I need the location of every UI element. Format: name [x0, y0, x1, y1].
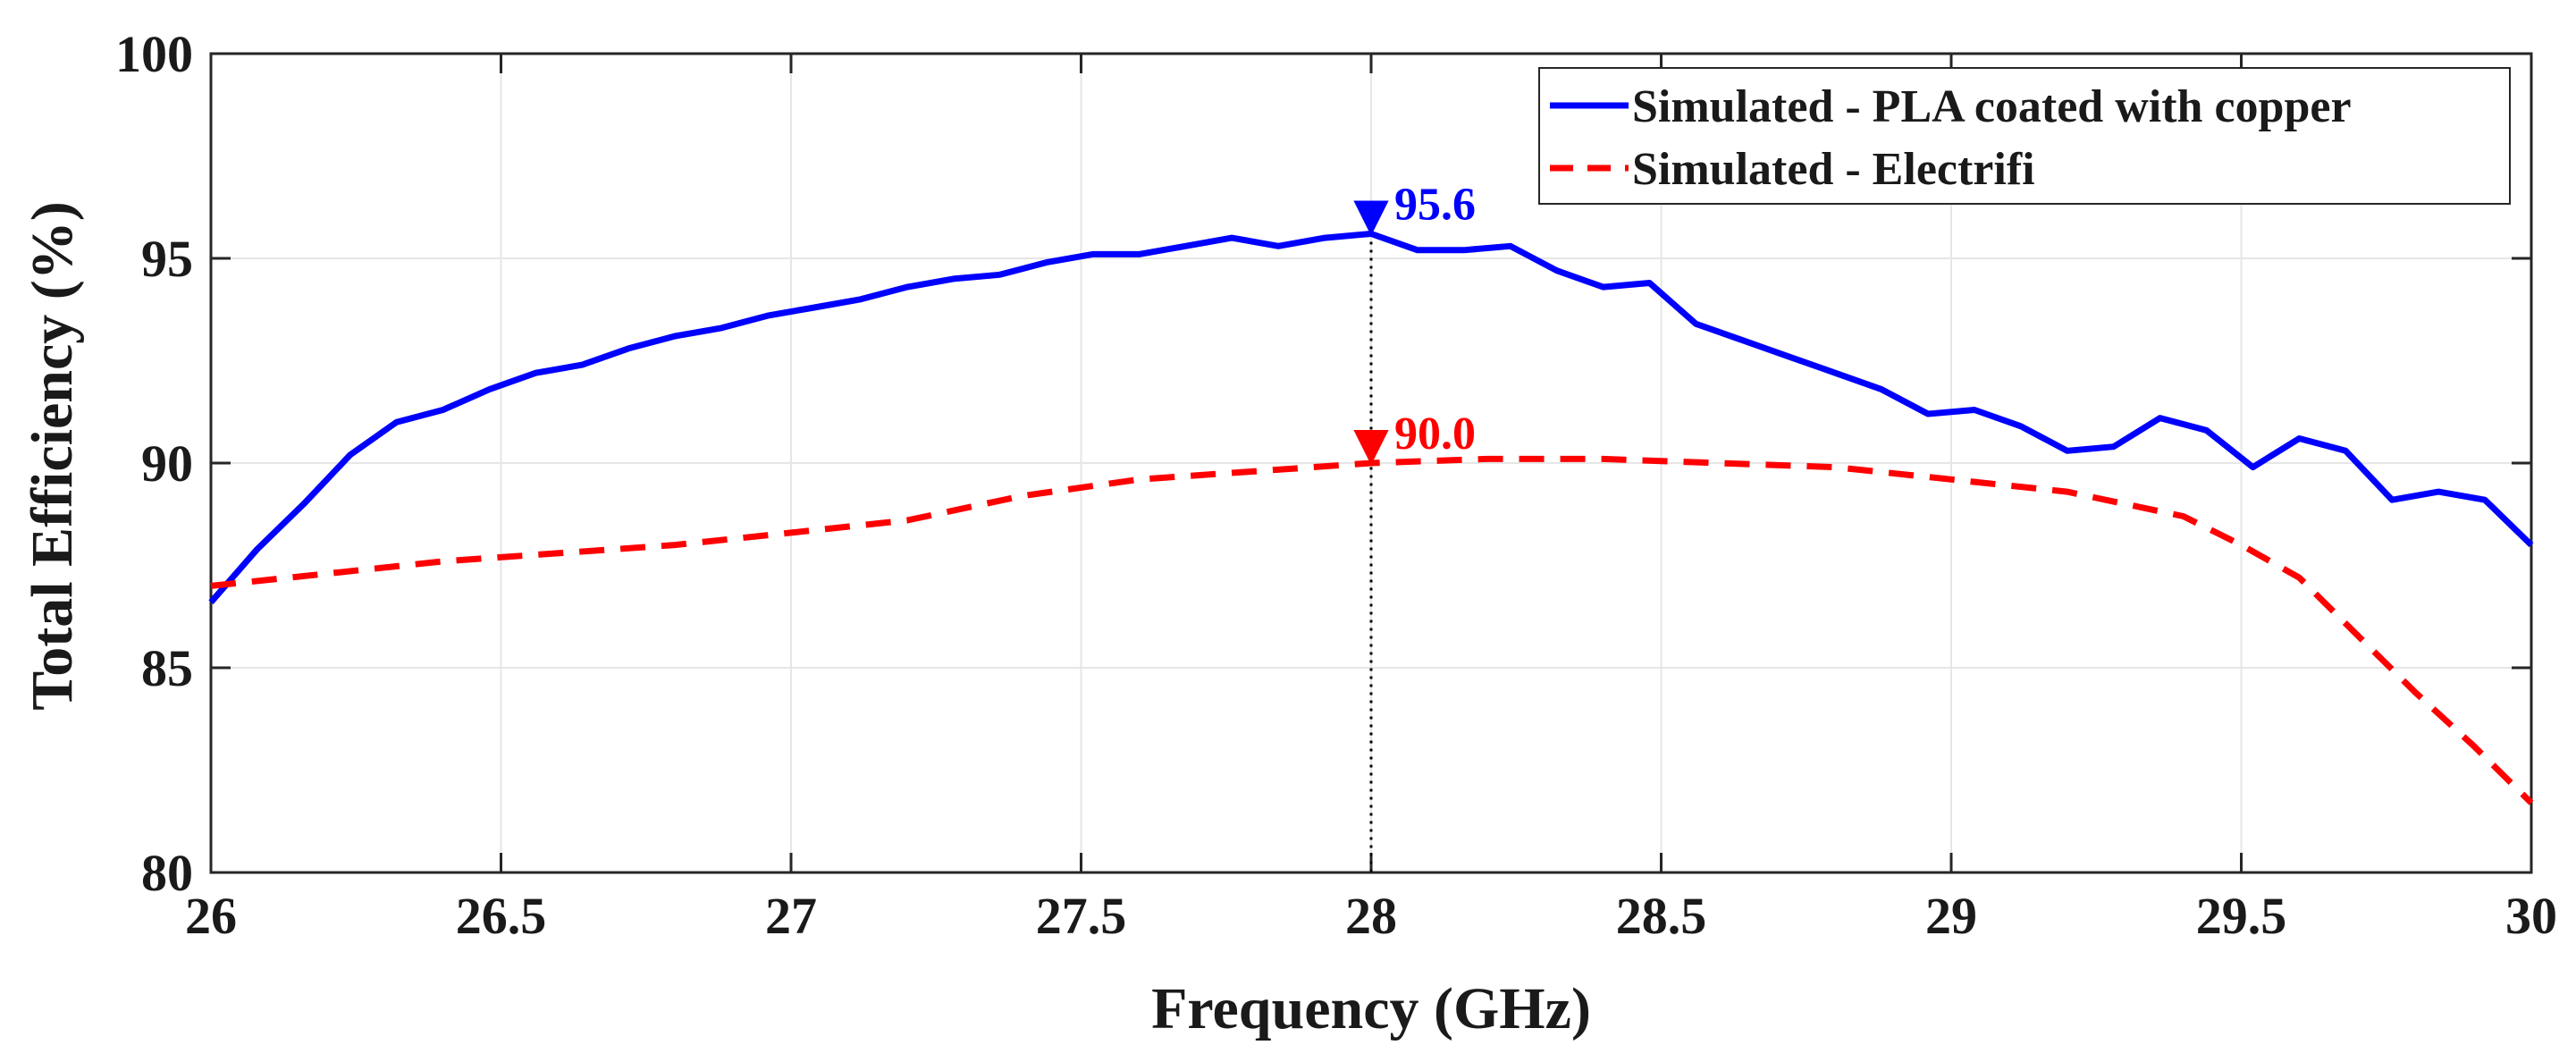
x-tick-label: 27.5 [1036, 887, 1127, 945]
x-tick-label: 29 [1925, 887, 1977, 945]
x-tick-label: 26 [185, 887, 237, 945]
y-tick-label: 95 [141, 230, 193, 288]
y-axis-title: Total Efficiency (%) [20, 201, 85, 710]
x-tick-label: 29.5 [2196, 887, 2287, 945]
y-tick-label: 100 [115, 25, 193, 83]
annotation-marker [1353, 430, 1389, 466]
legend-box [1538, 67, 2511, 205]
annotation-label: 90.0 [1394, 409, 1476, 459]
annotation-label: 95.6 [1394, 180, 1476, 231]
x-axis-title: Frequency (GHz) [1151, 976, 1591, 1041]
annotation-marker [1353, 200, 1389, 236]
y-tick-label: 90 [141, 434, 193, 493]
x-tick-label: 27 [765, 887, 817, 945]
legend: Simulated - PLA coated with copper Simula… [1538, 67, 2511, 205]
axes: 26 26.5 27 27.5 28 28.5 29 29.5 30 80 85 90 95 100 [115, 25, 2557, 945]
x-tick-label: 30 [2505, 887, 2557, 945]
legend-entry: Simulated - Electrifi [1632, 144, 2035, 195]
x-tick-label: 26.5 [456, 887, 547, 945]
x-tick-label: 28.5 [1616, 887, 1707, 945]
x-tick-label: 28 [1345, 887, 1397, 945]
annotations: 95.6 90.0 [1353, 180, 1476, 466]
legend-entry: Simulated - PLA coated with copper [1632, 81, 2352, 132]
y-tick-label: 85 [141, 639, 193, 697]
y-tick-label: 80 [141, 844, 193, 902]
